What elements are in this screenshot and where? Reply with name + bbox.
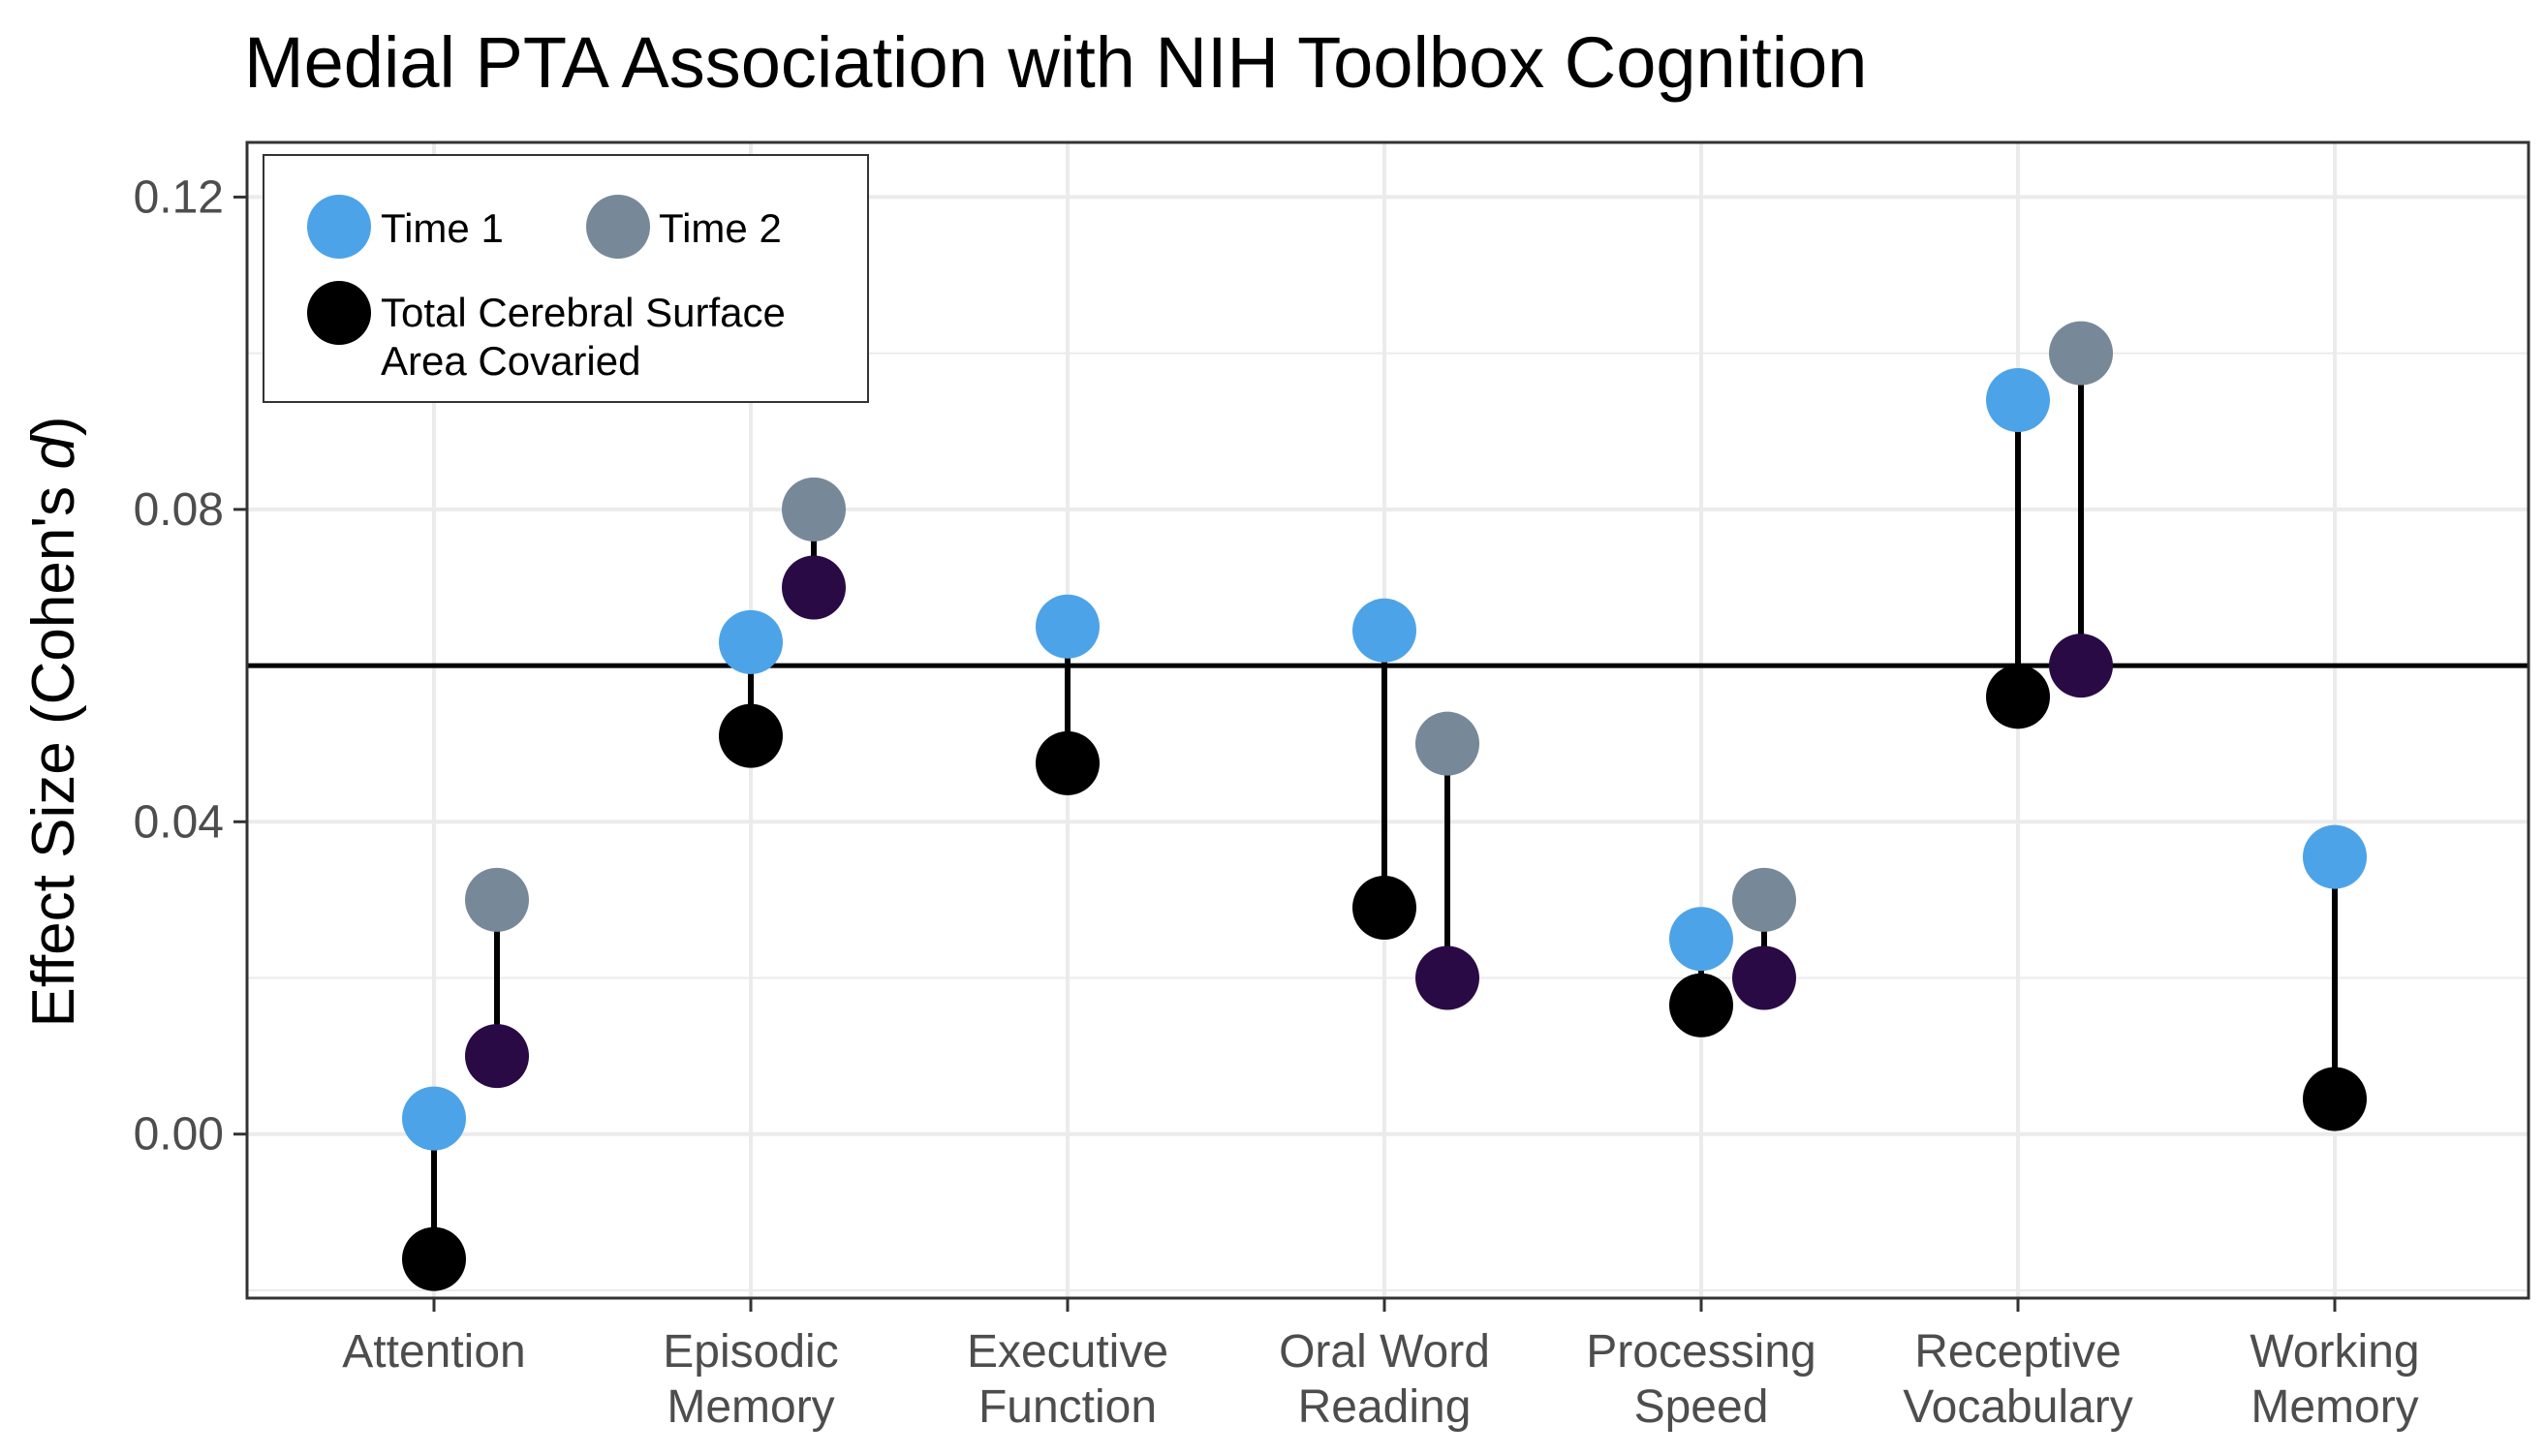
- point-time2: [1415, 711, 1479, 776]
- points: [402, 321, 2367, 1291]
- y-tick-label: 0.12: [134, 171, 224, 223]
- legend-label-time1: Time 1: [381, 205, 504, 251]
- point-time2: [782, 477, 846, 542]
- plot-panel-border: [245, 140, 2530, 1300]
- x-tick-label: Attention: [342, 1326, 525, 1378]
- point-time1: [2303, 824, 2367, 889]
- point-time1: [1036, 594, 1100, 659]
- legend-key-time1: [307, 195, 371, 259]
- x-tick-label: Executive: [967, 1326, 1168, 1378]
- point-time1: [1669, 907, 1733, 972]
- y-tick-label: 0.00: [134, 1109, 224, 1161]
- x-tick-label: Receptive: [1914, 1326, 2121, 1378]
- x-tick-label: Episodic: [663, 1326, 838, 1378]
- y-tick-label: 0.04: [134, 796, 224, 848]
- point-time1-covaried: [1669, 973, 1733, 1038]
- point-time1: [719, 609, 783, 674]
- x-tick-label: Memory: [667, 1381, 834, 1433]
- x-tick-label: Working: [2250, 1326, 2419, 1378]
- legend-label-time2: Time 2: [659, 205, 782, 251]
- point-time1: [1986, 368, 2050, 433]
- x-tick-label: Processing: [1586, 1326, 1816, 1378]
- point-time1-covaried: [402, 1226, 466, 1291]
- x-tick-label: Function: [978, 1381, 1157, 1433]
- point-time2-covaried: [1415, 945, 1479, 1010]
- point-time2-covaried: [1732, 945, 1796, 1010]
- point-time1-covaried: [1986, 665, 2050, 729]
- x-tick-label: Vocabulary: [1903, 1381, 2133, 1433]
- legend-box: [263, 154, 869, 403]
- y-tick-label: 0.08: [134, 484, 224, 536]
- point-time2: [465, 867, 529, 932]
- point-time2: [2049, 321, 2113, 386]
- y-axis-label-italic: d: [20, 434, 87, 470]
- legend-key-time2: [586, 195, 650, 259]
- point-time2-covaried: [465, 1024, 529, 1089]
- point-time1: [1352, 598, 1416, 663]
- point-time2-covaried: [2049, 634, 2113, 698]
- point-time2: [1732, 867, 1796, 932]
- legend-label-covaried: Area Covaried: [381, 338, 640, 384]
- chart-title: Medial PTA Association with NIH Toolbox …: [244, 22, 1867, 103]
- point-time1-covaried: [719, 703, 783, 768]
- legend-key-covaried: [307, 281, 371, 345]
- point-time2-covaried: [782, 555, 846, 620]
- y-axis-label: Effect Size (Cohen's d): [20, 416, 87, 1027]
- x-tick-label: Oral Word: [1279, 1326, 1490, 1378]
- x-tick-label: Speed: [1634, 1381, 1769, 1433]
- point-time1-covaried: [1352, 875, 1416, 940]
- point-time1-covaried: [2303, 1067, 2367, 1131]
- x-tick-label: Memory: [2250, 1381, 2418, 1433]
- x-tick-label: Reading: [1298, 1381, 1472, 1433]
- y-axis-label-text: Effect Size (Cohen's: [20, 470, 87, 1028]
- point-time1: [402, 1086, 466, 1151]
- point-time1-covaried: [1036, 730, 1100, 795]
- legend-label-covaried: Total Cerebral Surface: [381, 290, 786, 335]
- y-axis-label-end: ): [20, 416, 87, 436]
